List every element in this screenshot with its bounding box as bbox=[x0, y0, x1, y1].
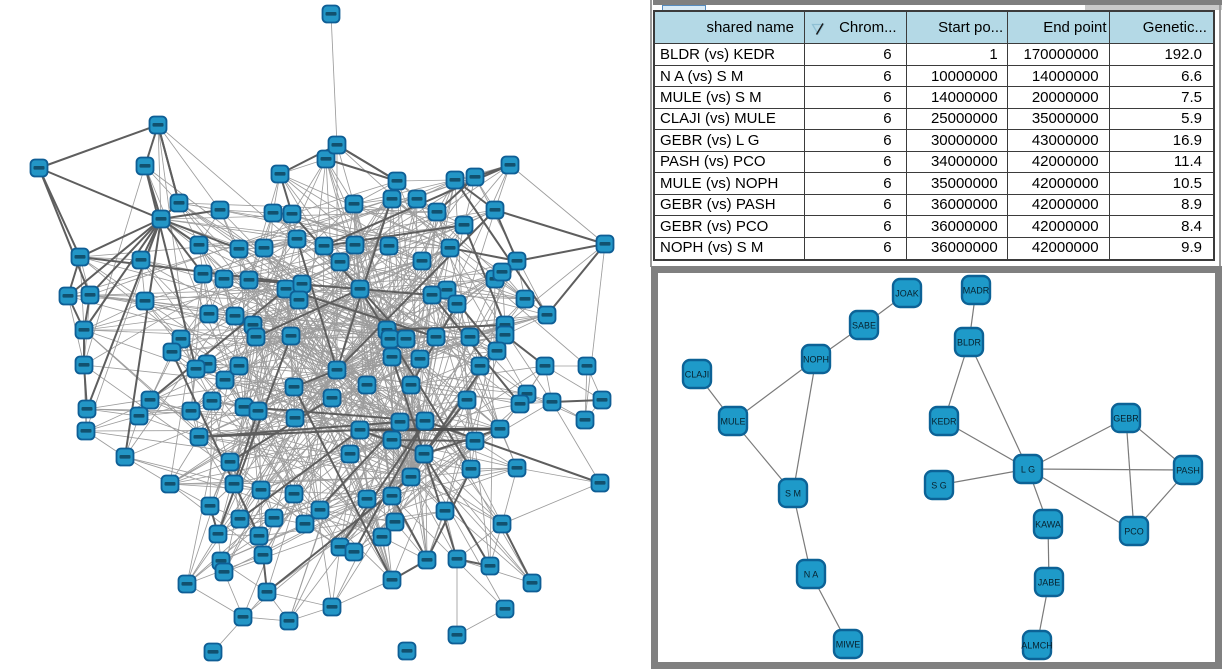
svg-text:JOAK: JOAK bbox=[895, 289, 919, 299]
svg-text:MULE: MULE bbox=[720, 417, 745, 427]
svg-text:S M: S M bbox=[785, 489, 801, 499]
svg-text:BLDR: BLDR bbox=[957, 338, 982, 348]
svg-text:L G: L G bbox=[1021, 465, 1035, 475]
svg-text:KEDR: KEDR bbox=[931, 417, 957, 427]
svg-text:PCO: PCO bbox=[1124, 527, 1144, 537]
svg-text:CLAJI: CLAJI bbox=[685, 370, 710, 380]
svg-text:SABE: SABE bbox=[852, 321, 876, 331]
svg-text:N A: N A bbox=[804, 570, 819, 580]
svg-text:NOPH: NOPH bbox=[803, 355, 829, 365]
svg-text:GEBR: GEBR bbox=[1113, 414, 1139, 424]
svg-text:KAWA: KAWA bbox=[1035, 520, 1061, 530]
svg-text:S G: S G bbox=[931, 481, 947, 491]
svg-text:PASH: PASH bbox=[1176, 466, 1200, 476]
svg-text:MIWE: MIWE bbox=[836, 640, 861, 650]
svg-text:MADR: MADR bbox=[963, 286, 990, 296]
svg-text:ALMCH: ALMCH bbox=[1021, 641, 1053, 651]
svg-text:JABE: JABE bbox=[1038, 578, 1061, 588]
